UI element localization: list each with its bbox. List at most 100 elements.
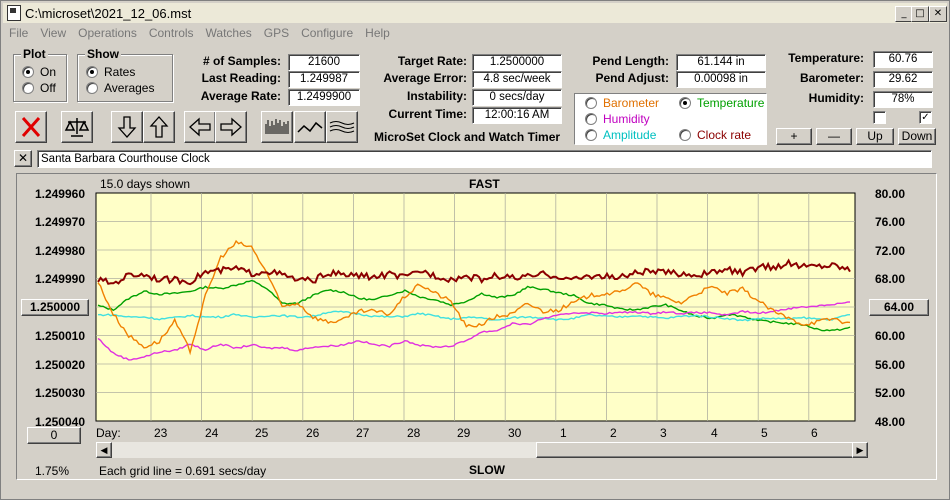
menu-configure[interactable]: Configure	[301, 26, 354, 40]
sensor-temperature-label: Temperature	[697, 96, 765, 110]
right-arrow-button[interactable]	[215, 111, 247, 143]
scale-down-button[interactable]: Down	[898, 128, 936, 145]
day-tick: 6	[811, 426, 818, 440]
footer-percent: 1.75%	[35, 464, 70, 478]
scale-plus-button[interactable]: +	[776, 128, 812, 145]
down-arrow-button[interactable]	[111, 111, 143, 143]
scale-up-button[interactable]: Up	[856, 128, 894, 145]
scale-minus-button[interactable]: —	[816, 128, 852, 145]
balance-scale-icon	[64, 118, 90, 137]
clock-name-field[interactable]: Santa Barbara Courthouse Clock	[37, 150, 932, 168]
radio-dot	[585, 97, 597, 109]
radio-dot	[86, 66, 98, 78]
smooth-waves-icon	[329, 121, 355, 133]
target-rate-label: Target Rate:	[397, 54, 467, 68]
day-tick: 4	[711, 426, 718, 440]
show-group: Show Rates Averages	[77, 47, 173, 102]
current-time-field: 12:00:16 AM	[472, 107, 562, 124]
right-tick: 76.00	[875, 215, 906, 229]
up-arrow-button[interactable]	[143, 111, 175, 143]
left-tick: 1.249980	[34, 244, 85, 258]
right-tick: 80.00	[875, 187, 906, 201]
menu-watches[interactable]: Watches	[205, 26, 252, 40]
close-window-button[interactable]: ✕	[929, 6, 947, 22]
average-error-label: Average Error:	[383, 71, 467, 85]
right-tick: 60.00	[875, 329, 906, 343]
arrow-up-icon	[149, 116, 169, 138]
series-line-0	[97, 279, 851, 332]
left-tick: 1.250030	[34, 386, 85, 400]
show-averages-radio[interactable]: Averages	[86, 81, 154, 95]
left-axis-center-button[interactable]: 1.250000	[21, 299, 89, 316]
left-tick: 1.250040	[34, 415, 85, 429]
sensor-clock-rate-radio[interactable]: Clock rate	[679, 128, 751, 142]
time-scrollbar[interactable]: ◀ ▶	[96, 442, 868, 458]
stop-x-icon	[21, 117, 41, 137]
series-line-1	[97, 310, 851, 322]
sensor-barometer-radio[interactable]: Barometer	[585, 96, 659, 110]
day-tick: 27	[356, 426, 370, 440]
right-value-button[interactable]: 64.00	[869, 299, 929, 316]
pend-length-field[interactable]: 61.144 in	[676, 54, 766, 71]
left-tick: 1.249970	[34, 215, 85, 229]
humidity-label: Humidity:	[808, 91, 864, 105]
series-line-2	[97, 301, 851, 361]
scrollbar-thumb[interactable]	[536, 442, 854, 458]
menu-controls[interactable]: Controls	[148, 26, 194, 40]
sensor-clock-rate-label: Clock rate	[697, 128, 752, 142]
maximize-button[interactable]: □	[911, 6, 929, 22]
title-bar: C:\microset\2021_12_06.mst _ □ ✕	[3, 3, 947, 23]
stop-button[interactable]	[15, 111, 47, 143]
last-reading-label: Last Reading:	[201, 71, 281, 85]
balance-button[interactable]	[61, 111, 93, 143]
sensor-humidity-radio[interactable]: Humidity	[585, 112, 650, 126]
day-axis-label: Day:	[96, 426, 121, 440]
grid-line-scale-label: Each grid line = 0.691 secs/day	[99, 464, 267, 478]
sensor-amplitude-label: Amplitude	[603, 128, 657, 142]
menu-gps[interactable]: GPS	[263, 26, 290, 40]
show-rates-radio[interactable]: Rates	[86, 65, 135, 79]
scroll-right-arrow-icon[interactable]: ▶	[852, 442, 868, 458]
radio-dot	[22, 82, 34, 94]
radio-dot	[679, 129, 691, 141]
target-rate-field[interactable]: 1.2500000	[472, 54, 562, 71]
plot-on-radio[interactable]: On	[22, 65, 56, 79]
radio-dot	[679, 97, 691, 109]
sensor-amplitude-radio[interactable]: Amplitude	[585, 128, 656, 142]
arrow-down-icon	[117, 116, 137, 138]
day-tick: 5	[761, 426, 768, 440]
bar-plot-button[interactable]	[261, 111, 293, 143]
day-tick: 3	[660, 426, 667, 440]
right-checkbox[interactable]: ✓	[919, 111, 932, 124]
menu-view[interactable]: View	[40, 26, 67, 40]
chart-series	[97, 239, 851, 361]
average-rate-field: 1.2499900	[288, 89, 360, 106]
plot-on-label: On	[40, 65, 57, 79]
day-tick: 24	[205, 426, 219, 440]
menu-help[interactable]: Help	[365, 26, 390, 40]
rate-chart	[95, 192, 856, 422]
samples-label: # of Samples:	[202, 54, 281, 68]
line-plot-button[interactable]	[294, 111, 326, 143]
average-error-field: 4.8 sec/week	[472, 71, 562, 88]
menu-file[interactable]: File	[9, 26, 29, 40]
day-tick: 1	[560, 426, 567, 440]
sensor-temperature-radio[interactable]: Temperature	[679, 96, 764, 110]
smooth-plot-button[interactable]	[326, 111, 358, 143]
plot-off-radio[interactable]: Off	[22, 81, 56, 95]
sensor-humidity-label: Humidity	[603, 112, 650, 126]
left-arrow-button[interactable]	[184, 111, 216, 143]
current-time-label: Current Time:	[388, 107, 467, 121]
plot-group-title: Plot	[21, 47, 48, 61]
scroll-left-arrow-icon[interactable]: ◀	[96, 442, 112, 458]
left-tick: 1.249960	[34, 187, 85, 201]
arrow-right-icon	[220, 117, 242, 137]
clear-clock-name-button[interactable]: ✕	[14, 150, 32, 167]
left-value-button[interactable]: 0	[27, 427, 81, 444]
menu-operations[interactable]: Operations	[78, 26, 137, 40]
left-checkbox[interactable]	[873, 111, 886, 124]
chart-panel: 15.0 days shown FAST SLOW 1.75% Each gri…	[16, 173, 937, 480]
pend-adjust-label: Pend Adjust:	[595, 71, 669, 85]
bar-graph-icon	[265, 119, 289, 134]
